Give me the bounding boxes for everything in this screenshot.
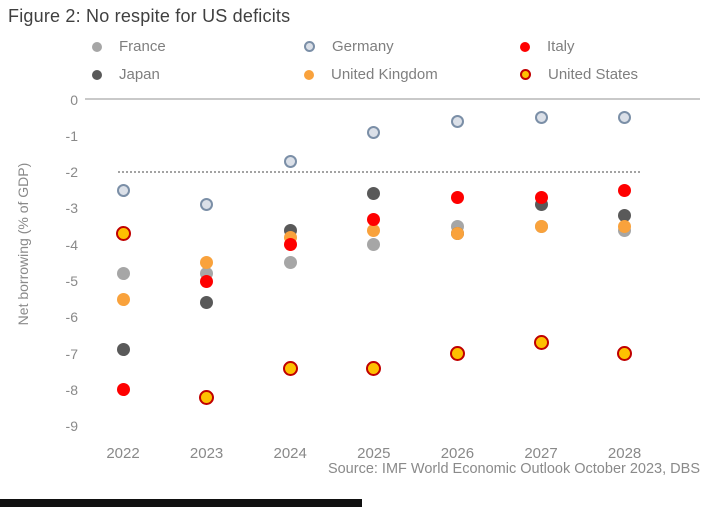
- data-point-france: [116, 267, 130, 281]
- legend-label: Japan: [119, 66, 160, 83]
- data-point-france: [283, 256, 297, 270]
- data-point-germany: [200, 198, 214, 212]
- x-tick-label: 2022: [106, 445, 140, 462]
- source-note: Source: IMF World Economic Outlook Octob…: [327, 461, 700, 477]
- y-axis-title: Net borrowing (% of GDP): [15, 162, 31, 326]
- data-point-united-kingdom: [200, 256, 214, 270]
- data-point-france: [367, 238, 381, 252]
- x-tick-label: 2025: [357, 445, 391, 462]
- x-tick-label: 2024: [273, 445, 307, 462]
- legend-item-germany: Germany: [304, 38, 520, 55]
- y-tick-label: 0: [70, 91, 78, 108]
- data-point-germany: [116, 183, 130, 197]
- data-point-japan: [618, 209, 632, 223]
- legend-label: Italy: [547, 38, 575, 55]
- chart-title: Figure 2: No respite for US deficits: [8, 6, 291, 26]
- data-point-united-states: [533, 335, 549, 351]
- y-tick-label: -2: [65, 164, 78, 181]
- y-tick-label: -1: [65, 127, 78, 144]
- legend-label: France: [119, 38, 166, 55]
- data-point-italy: [116, 383, 130, 397]
- data-point-italy: [618, 183, 632, 197]
- legend-marker-united-states-icon: [520, 69, 531, 80]
- reference-dotted-line: [118, 171, 640, 173]
- data-point-germany: [450, 114, 464, 128]
- data-point-united-states: [449, 346, 465, 362]
- legend-item-united-kingdom: United Kingdom: [304, 66, 520, 83]
- legend-item-japan: Japan: [92, 66, 304, 83]
- data-point-united-states: [115, 226, 131, 242]
- data-point-united-states: [617, 346, 633, 362]
- data-point-germany: [367, 125, 381, 139]
- legend-label: United Kingdom: [331, 66, 438, 83]
- data-point-germany: [534, 111, 548, 125]
- y-tick-label: -8: [65, 381, 78, 398]
- zero-axis-line: [85, 98, 700, 100]
- y-tick-label: -4: [65, 236, 78, 253]
- y-tick-label: -3: [65, 200, 78, 217]
- x-tick-label: 2026: [440, 445, 475, 462]
- data-point-italy: [534, 191, 548, 204]
- legend-item-united-states: United States: [520, 66, 700, 83]
- data-point-united-kingdom: [534, 220, 548, 234]
- x-tick-label: 2028: [607, 445, 642, 462]
- legend-label: Germany: [332, 38, 394, 55]
- y-tick-label: -6: [65, 309, 78, 326]
- data-point-united-states: [199, 389, 215, 405]
- legend-label: United States: [548, 66, 639, 83]
- legend-marker-france-icon: [92, 41, 102, 52]
- y-tick-label: -5: [65, 273, 78, 289]
- legend-marker-united-kingdom-icon: [304, 69, 314, 80]
- x-tick-label: 2027: [524, 445, 558, 462]
- legend-marker-italy-icon: [520, 41, 530, 52]
- y-tick-label: -7: [65, 345, 78, 362]
- data-point-united-states: [282, 360, 298, 376]
- data-point-germany: [618, 111, 632, 125]
- data-point-united-kingdom: [618, 220, 632, 234]
- data-point-united-states: [366, 360, 382, 376]
- data-point-japan: [200, 296, 214, 310]
- x-tick-label: 2023: [189, 445, 224, 462]
- data-point-japan: [116, 343, 130, 357]
- legend-item-italy: Italy: [520, 38, 700, 55]
- legend-marker-japan-icon: [92, 69, 102, 80]
- y-tick-label: -9: [65, 418, 78, 435]
- data-point-germany: [283, 154, 297, 168]
- data-point-italy: [367, 212, 381, 226]
- data-point-united-kingdom: [116, 292, 130, 306]
- legend-marker-germany-icon: [304, 41, 315, 52]
- data-point-italy: [450, 191, 464, 204]
- legend-item-france: France: [92, 38, 304, 55]
- data-point-united-kingdom: [450, 227, 464, 241]
- data-point-united-kingdom: [367, 223, 381, 237]
- footer-bar: [0, 499, 362, 507]
- data-point-italy: [200, 274, 214, 288]
- data-point-italy: [283, 238, 297, 252]
- chart-legend: France Germany Italy Japan United Kingdom Uni…: [92, 38, 700, 83]
- data-point-japan: [367, 187, 381, 201]
